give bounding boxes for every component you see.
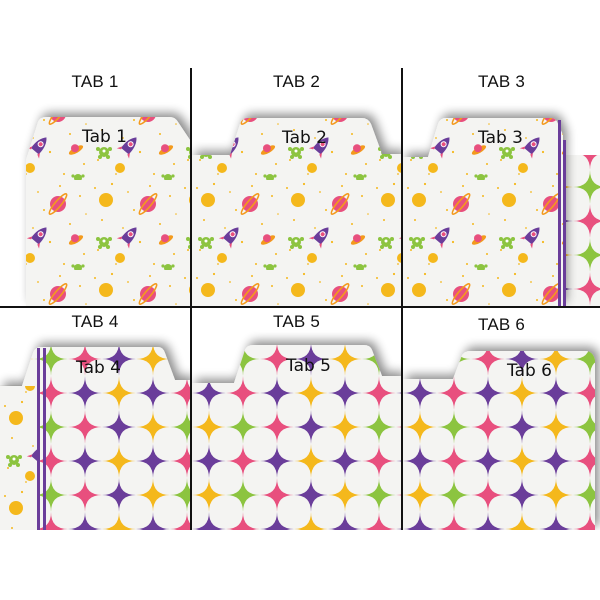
panel-tab-3: TAB 3 Tab 3 (403, 0, 600, 306)
tab-label: Tab 3 (478, 128, 523, 148)
tab-divider-5[interactable] (192, 308, 401, 530)
panel-label: TAB 3 (478, 72, 525, 91)
panel-tab-1: TAB 1 Tab 1 (0, 0, 190, 306)
panel-label: TAB 6 (478, 315, 525, 334)
panel-label: TAB 2 (273, 72, 320, 91)
tab-label: Tab 2 (282, 128, 327, 148)
panel-label: TAB 1 (71, 72, 119, 91)
panel-tab-2: TAB 2 Tab 2 (192, 0, 401, 306)
panel-label: TAB 5 (273, 312, 320, 331)
panel-tab-5: TAB 5 Tab 5 (192, 308, 401, 530)
tab-divider-2[interactable] (192, 0, 401, 306)
tab-divider-1[interactable] (0, 0, 190, 306)
panel-label: TAB 4 (71, 312, 119, 331)
tab-label: Tab 6 (507, 361, 552, 381)
panel-tab-4: TAB 4 Tab 4 (0, 308, 190, 530)
grid-divider-vertical-1 (190, 68, 192, 530)
panel-tab-6: TAB 6 Tab 6 (403, 308, 600, 530)
tab-label: Tab 5 (286, 356, 331, 376)
tab-label: Tab 4 (76, 358, 121, 378)
tab-divider-4[interactable] (0, 308, 190, 530)
grid-divider-horizontal (0, 306, 600, 308)
tab-divider-6[interactable] (403, 308, 600, 530)
tab-divider-3[interactable] (403, 0, 600, 306)
tab-label: Tab 1 (82, 127, 127, 147)
grid-divider-vertical-2 (401, 68, 403, 530)
